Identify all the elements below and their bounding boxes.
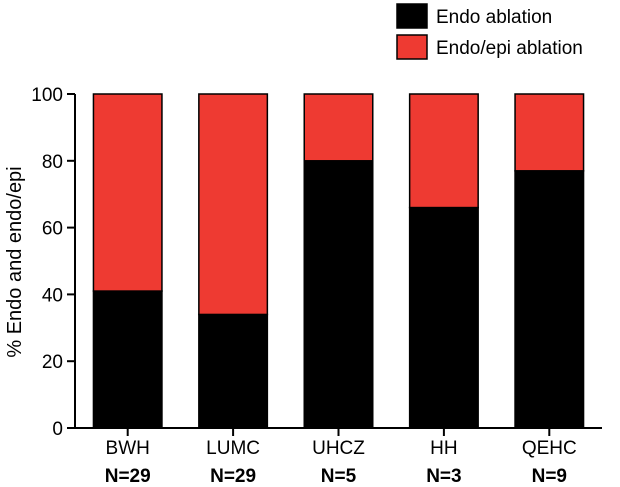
bar-segment-bwh-series-2 [92, 93, 163, 292]
x-category-label: BWH [106, 438, 150, 459]
legend-swatch [396, 34, 428, 60]
y-tick-label: 80 [42, 152, 63, 173]
x-category-label: LUMC [206, 438, 260, 459]
x-category-label: UHCZ [312, 438, 365, 459]
x-category-label: QEHC [522, 438, 577, 459]
y-tick-label: 0 [52, 419, 63, 440]
y-tick-label: 20 [42, 352, 63, 373]
bar-segment-qehc-series-1 [514, 170, 585, 429]
y-axis: 0 20 40 60 80 100 [31, 85, 76, 440]
legend-label: Endo ablation [436, 7, 552, 28]
y-tick-label: 100 [31, 85, 63, 106]
bar-segment-uhcz-series-1 [303, 160, 374, 429]
bar-segment-uhcz-series-2 [303, 93, 374, 162]
x-axis: BWH N=29 LUMC N=29 UHCZ N=5 HH N=3 QEHC N=9 [75, 427, 602, 487]
legend-swatch [396, 3, 428, 29]
sample-size-label: N=5 [321, 466, 357, 487]
y-tick-label: 40 [42, 285, 63, 306]
bar-segment-lumc-series-2 [198, 93, 269, 316]
chart-legend: Endo ablation Endo/epi ablation [396, 3, 583, 60]
y-tick-label: 60 [42, 219, 63, 240]
x-category-label: HH [430, 438, 457, 459]
legend-label: Endo/epi ablation [436, 38, 583, 59]
bar-segment-hh-series-1 [408, 206, 479, 429]
sample-size-label: N=9 [532, 466, 567, 487]
bar-segment-lumc-series-1 [198, 313, 269, 429]
bar-segment-qehc-series-2 [514, 93, 585, 172]
bar-segment-hh-series-2 [408, 93, 479, 209]
bar-segment-bwh-series-1 [92, 290, 163, 429]
sample-size-label: N=3 [426, 466, 461, 487]
sample-size-label: N=29 [210, 466, 256, 487]
y-axis-title: % Endo and endo/epi [4, 166, 26, 357]
bars [92, 93, 585, 429]
sample-size-label: N=29 [105, 466, 151, 487]
